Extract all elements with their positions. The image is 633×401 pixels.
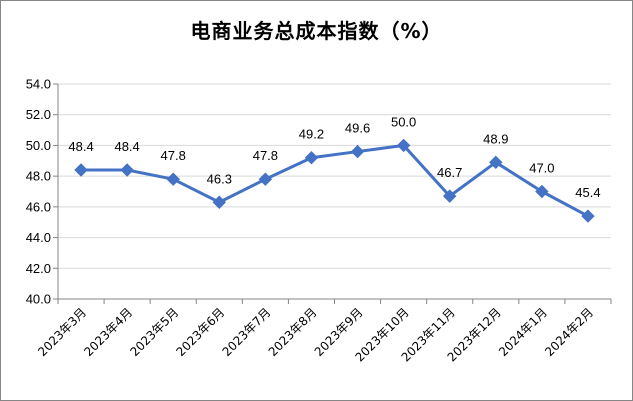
y-tick-label: 46.0 [26, 199, 51, 214]
data-label: 49.6 [345, 121, 370, 136]
x-tick-label: 2024年1月 [496, 305, 550, 359]
x-tick-label: 2023年8月 [266, 305, 320, 359]
data-point [166, 172, 180, 186]
data-point [258, 172, 273, 186]
x-tick-label: 2023年5月 [127, 305, 181, 359]
data-label: 46.3 [207, 171, 232, 186]
y-tick-label: 48.0 [26, 169, 51, 184]
x-tick-label: 2023年6月 [174, 305, 228, 359]
data-label: 46.7 [437, 165, 462, 180]
y-tick-label: 40.0 [26, 292, 51, 307]
data-label: 45.4 [575, 185, 600, 200]
data-label: 47.8 [161, 148, 186, 163]
x-tick-label: 2023年7月 [220, 305, 274, 359]
y-tick-label: 52.0 [26, 107, 51, 122]
x-tick-label: 2023年4月 [81, 305, 135, 359]
data-label: 49.2 [299, 127, 324, 142]
data-point [120, 163, 134, 177]
data-label: 47.8 [253, 148, 278, 163]
data-point [212, 195, 226, 209]
data-label: 48.9 [483, 131, 508, 146]
x-tick-label: 2023年3月 [35, 305, 89, 359]
data-point [396, 138, 411, 153]
data-label: 47.0 [529, 161, 554, 176]
data-label: 48.4 [114, 139, 139, 154]
chart-title: 电商业务总成本指数（%） [190, 19, 443, 43]
y-tick-label: 42.0 [26, 261, 51, 276]
data-point [74, 163, 88, 177]
data-label: 50.0 [391, 114, 416, 129]
data-point [489, 155, 503, 170]
y-tick-label: 54.0 [26, 77, 51, 92]
data-point [535, 184, 549, 199]
y-tick-label: 50.0 [26, 138, 51, 153]
data-point [350, 144, 365, 159]
data-point [581, 209, 595, 223]
data-point [304, 151, 319, 165]
y-tick-label: 44.0 [26, 230, 51, 245]
data-label: 48.4 [68, 139, 93, 154]
series-line [81, 143, 589, 218]
x-tick-label: 2024年2月 [542, 305, 596, 359]
data-point [443, 189, 457, 203]
